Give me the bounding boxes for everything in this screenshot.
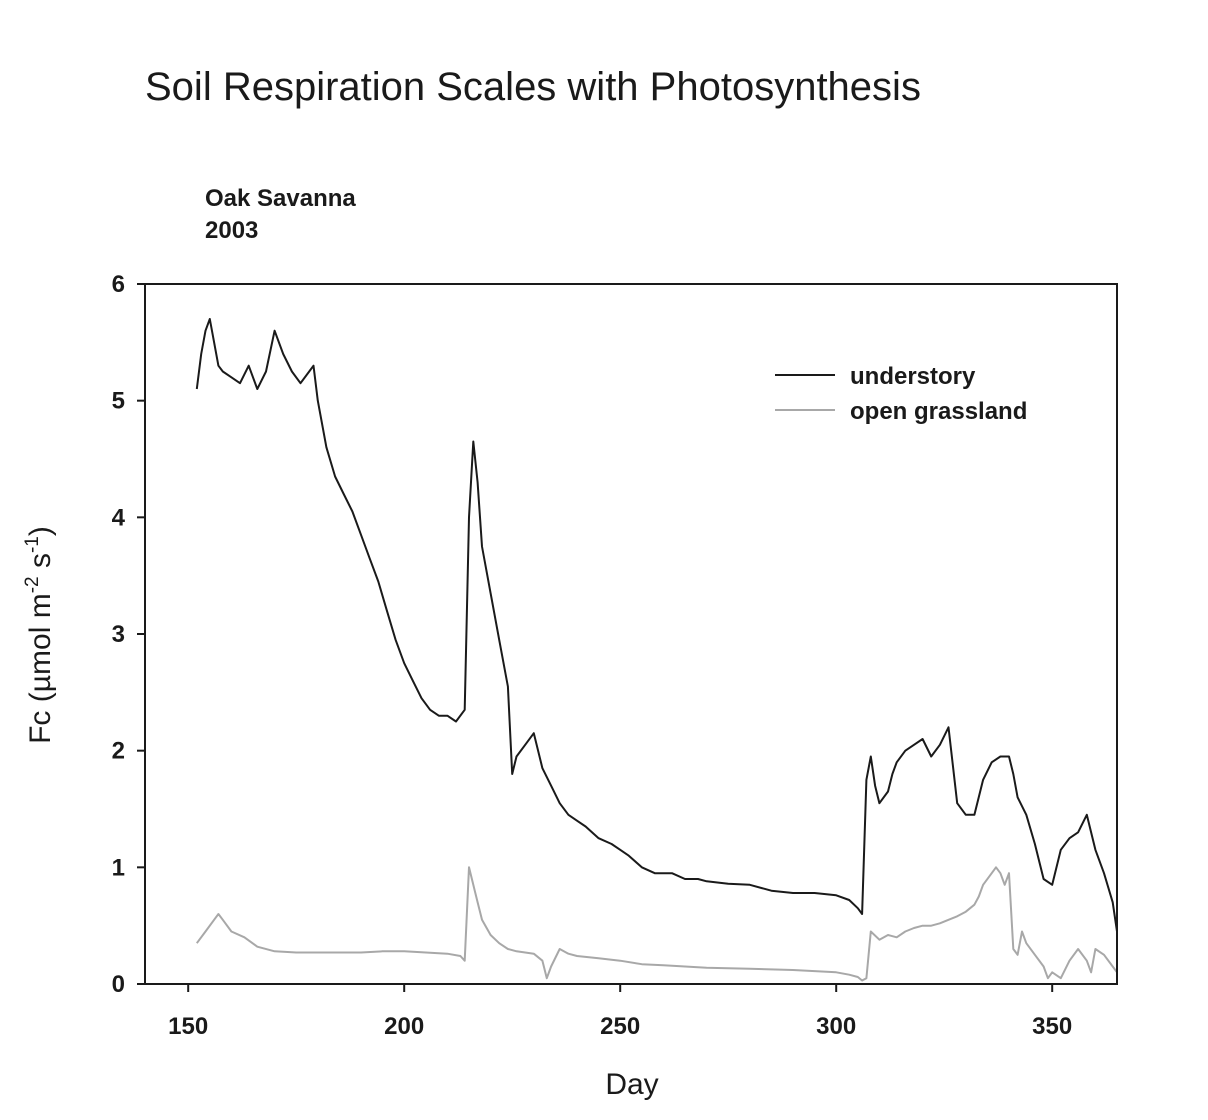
y-tick-label: 4	[112, 504, 126, 531]
y-axis-label: Fc (µmol m-2 s-1)	[22, 526, 57, 744]
chart-subtitle-line-1: Oak Savanna	[205, 185, 356, 212]
y-axis-label-suffix: )	[24, 526, 57, 536]
series-layer	[195, 318, 1118, 982]
y-axis-label-sup-a: -2	[22, 576, 43, 593]
y-axis-label-prefix: Fc (	[24, 692, 57, 744]
x-tick-label: 150	[168, 1013, 208, 1040]
series-line-understory	[195, 318, 1118, 932]
y-axis-label-unit-a: mol m	[24, 593, 57, 675]
y-tick-label: 6	[112, 271, 125, 298]
legend: understory open grassland	[775, 363, 1027, 425]
y-tick-label: 1	[112, 854, 125, 881]
ticks-layer: 150 200 250 300 350 0 1 2 3 4 5 6	[112, 271, 1073, 1040]
x-tick-label: 350	[1032, 1013, 1072, 1040]
x-tick-label: 200	[384, 1013, 424, 1040]
x-tick-label: 250	[600, 1013, 640, 1040]
y-tick-label: 2	[112, 738, 125, 765]
chart-subtitle-line-2: 2003	[205, 217, 258, 244]
legend-label-open-grassland: open grassland	[850, 398, 1027, 425]
y-axis-label-mu: µ	[24, 675, 57, 692]
y-tick-label: 0	[112, 971, 125, 998]
x-tick-label: 300	[816, 1013, 856, 1040]
y-axis-label-unit-b: s	[24, 553, 57, 576]
series-line-open-grassland	[195, 866, 1118, 982]
legend-label-understory: understory	[850, 363, 976, 390]
y-tick-label: 3	[112, 621, 125, 648]
x-axis-label: Day	[605, 1068, 658, 1101]
y-axis-label-sup-b: -1	[22, 536, 43, 553]
y-tick-label: 5	[112, 388, 125, 415]
chart-title: Soil Respiration Scales with Photosynthe…	[145, 65, 921, 109]
